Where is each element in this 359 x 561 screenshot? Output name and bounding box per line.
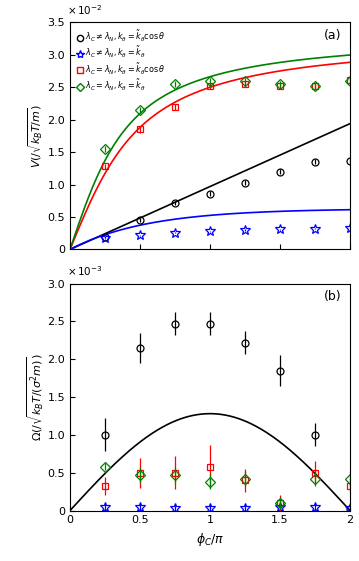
Y-axis label: $V(/\sqrt{k_BT/m})$: $V(/\sqrt{k_BT/m})$: [27, 104, 45, 168]
Y-axis label: $\Omega(/\sqrt{k_BT/(\sigma^2 m)})$: $\Omega(/\sqrt{k_BT/(\sigma^2 m)})$: [25, 353, 45, 441]
X-axis label: $\phi_C/\pi$: $\phi_C/\pi$: [196, 531, 224, 548]
Text: (a): (a): [324, 29, 342, 42]
Text: $\times\,10^{-2}$: $\times\,10^{-2}$: [67, 3, 103, 17]
Legend: $\lambda_C \neq \lambda_N, k_\theta = \tilde{k}_\theta \cos\theta$, $\lambda_C \: $\lambda_C \neq \lambda_N, k_\theta = \t…: [74, 26, 168, 95]
Text: (b): (b): [324, 290, 342, 304]
Text: $\times\,10^{-3}$: $\times\,10^{-3}$: [67, 264, 103, 278]
